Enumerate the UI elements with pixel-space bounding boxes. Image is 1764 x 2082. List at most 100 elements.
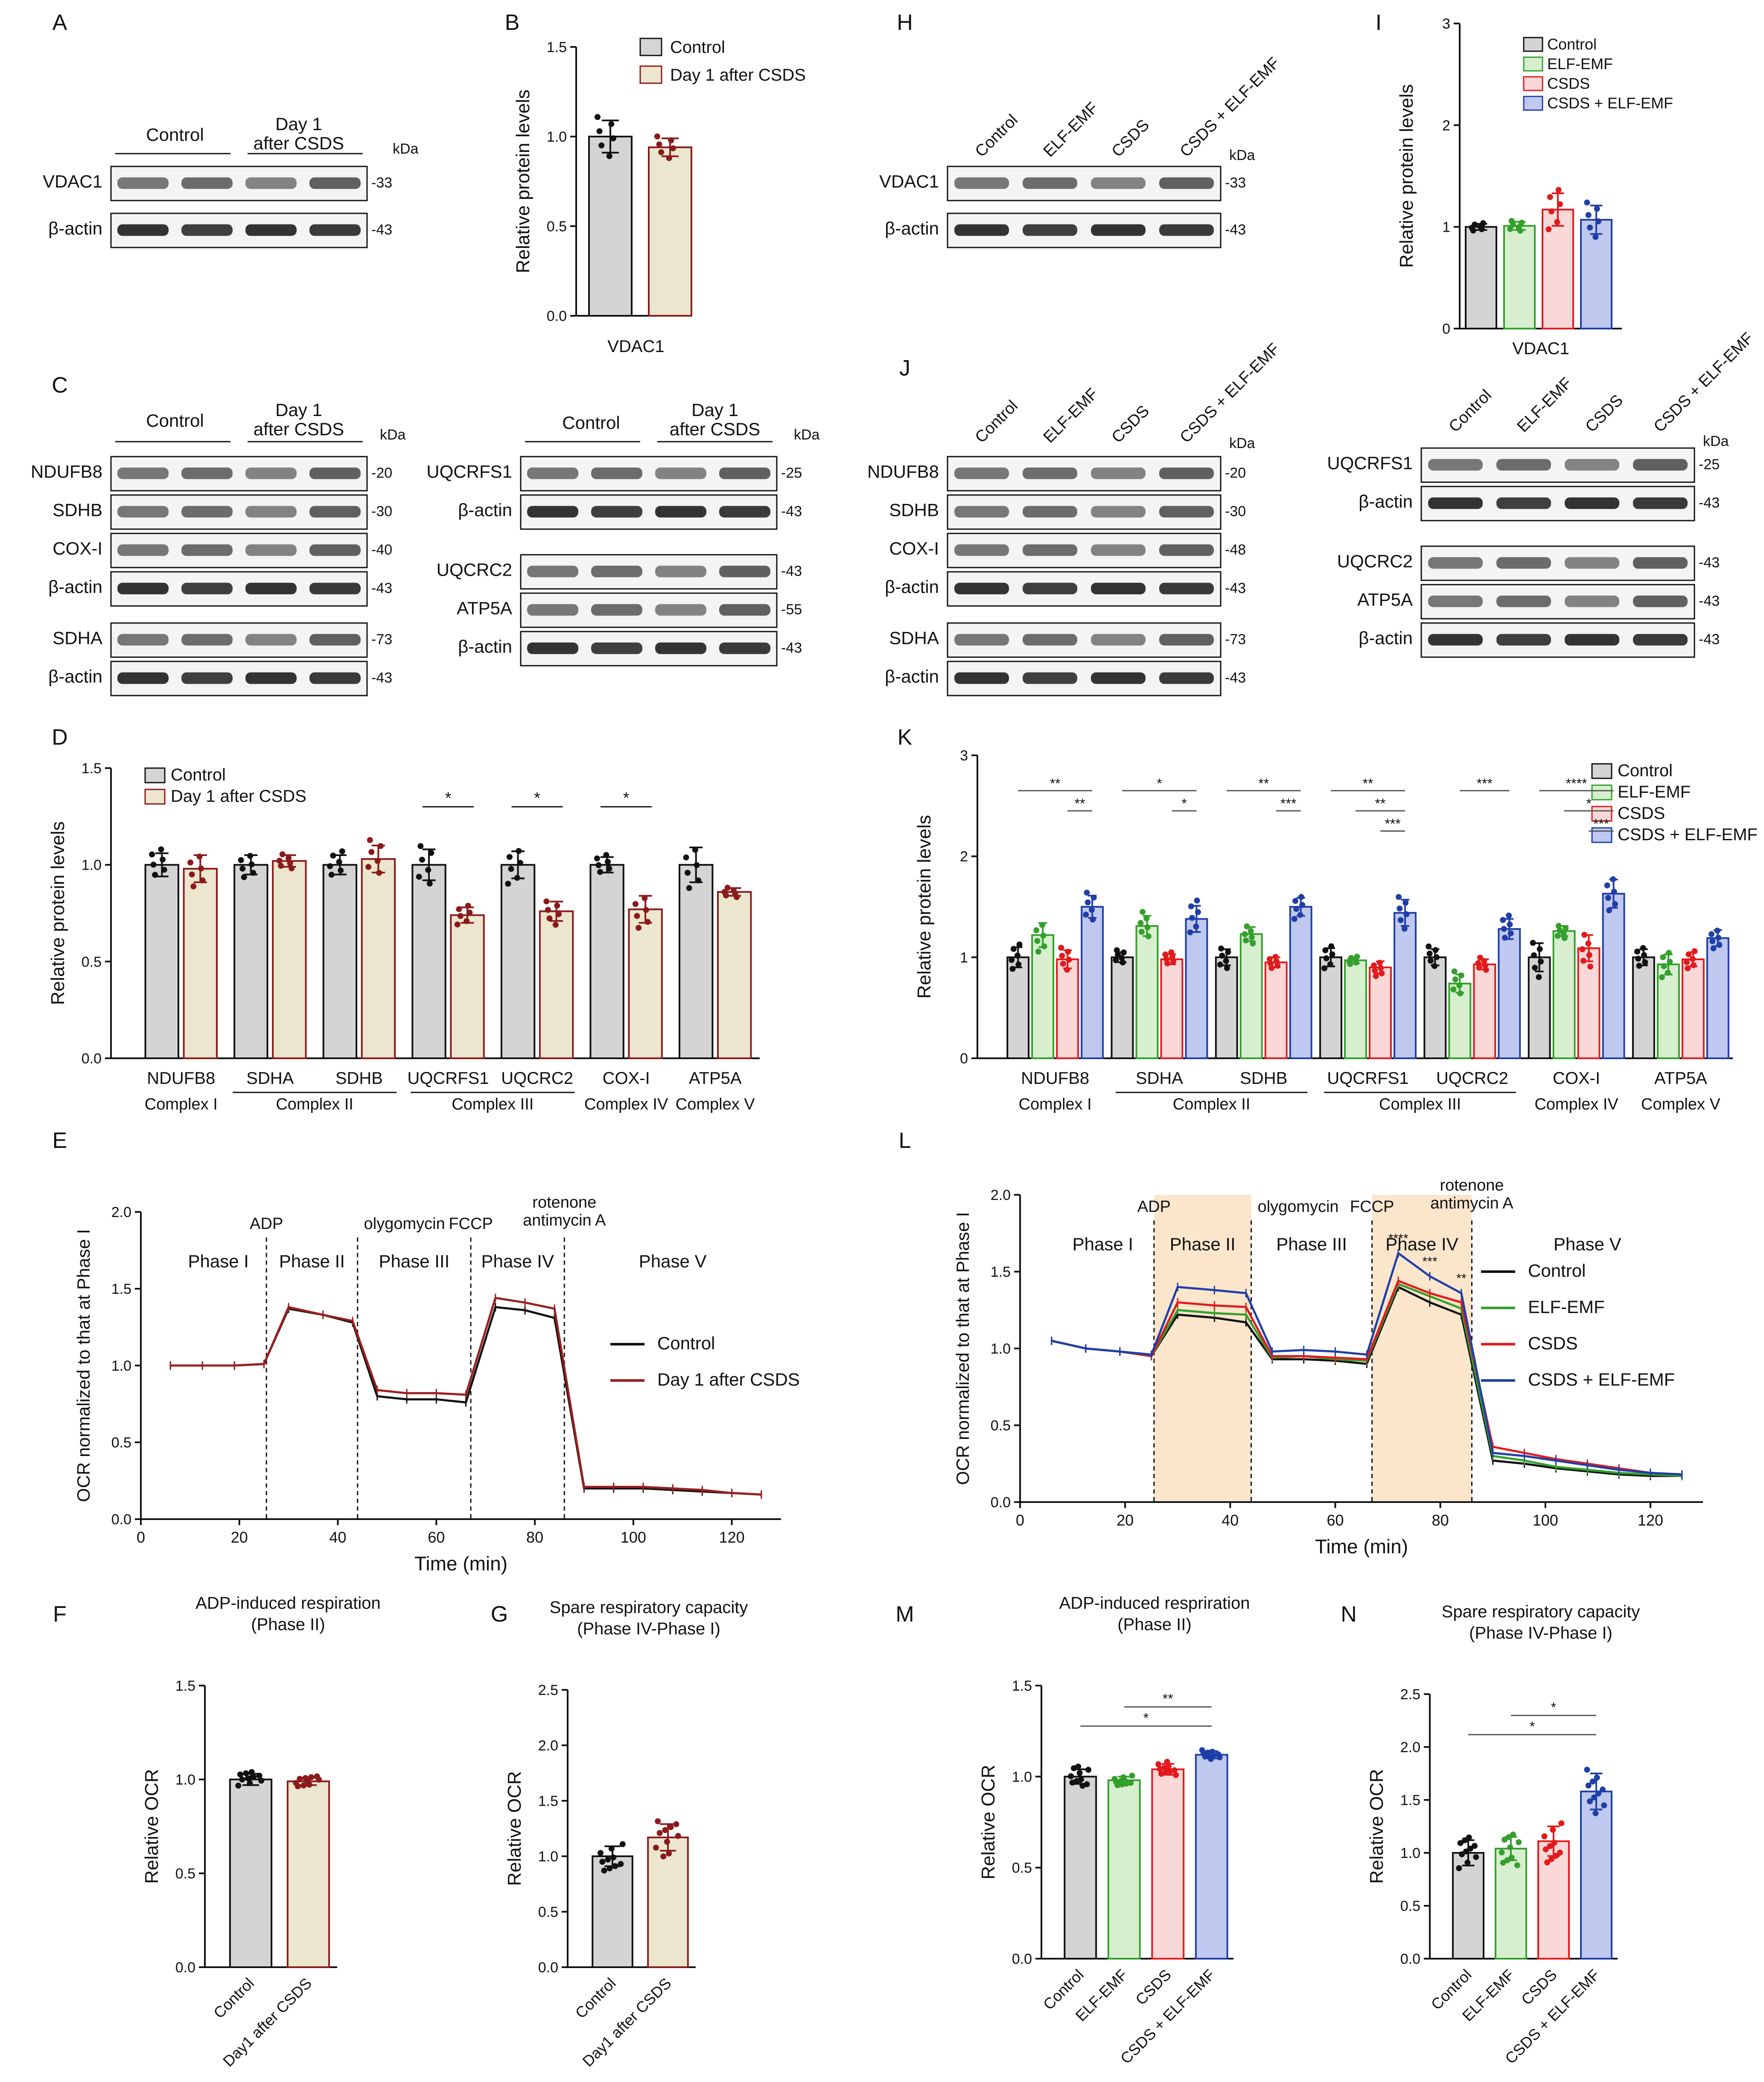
data-point — [247, 1780, 253, 1786]
data-point — [1463, 1848, 1470, 1855]
data-point — [1016, 941, 1023, 948]
data-point — [654, 133, 660, 140]
data-point — [314, 1773, 320, 1779]
data-point — [1667, 958, 1673, 965]
injection-label: antimycin A — [523, 1211, 606, 1229]
complex-label: Complex IV — [584, 1095, 668, 1113]
blot-h-row-band — [954, 177, 1009, 189]
data-point — [276, 857, 283, 864]
blot-j-left: NDUFB8 -20 SDHB -30 COX-I -48 β-actin -43 SDHA -7… — [867, 340, 1283, 696]
bar — [144, 864, 179, 1059]
data-point — [456, 906, 462, 912]
data-point — [1589, 1778, 1596, 1785]
data-point — [1551, 1840, 1557, 1846]
complex-label: Complex III — [452, 1095, 534, 1113]
bar — [679, 864, 714, 1059]
blot-protein-label: β-actin — [885, 218, 939, 239]
data-point — [694, 862, 700, 868]
blot-protein-label: UQCRFS1 — [426, 462, 512, 482]
blot-c-left: NDUFB8 -20 SDHB -30 COX-I -40 β-actin -43 SDHA -7… — [31, 400, 406, 696]
data-point — [1171, 1767, 1178, 1773]
data-point — [1457, 990, 1464, 996]
data-point — [675, 1833, 681, 1839]
data-point — [1217, 961, 1223, 968]
chart-subtitle: (Phase IV-Phase I) — [1469, 1624, 1612, 1642]
phase-shade — [1372, 1195, 1472, 1502]
data-point — [1376, 960, 1383, 966]
data-point — [599, 1858, 606, 1865]
data-point — [1499, 1849, 1505, 1856]
data-point — [545, 907, 551, 913]
chart-i: 0 1 2 3 Relative protein levels VDAC1 Control E… — [1396, 16, 1673, 358]
data-point — [1299, 902, 1306, 908]
data-point — [1504, 1857, 1510, 1864]
data-point — [1585, 940, 1592, 946]
y-tick-label: 1 — [1442, 219, 1450, 236]
data-point — [1090, 894, 1097, 901]
data-point — [664, 1839, 670, 1845]
injection-label: olygomycin — [1257, 1198, 1338, 1216]
panel-letter-e: E — [52, 1128, 67, 1153]
data-point — [160, 856, 166, 863]
y-tick-label: 1 — [960, 949, 968, 966]
bar — [361, 858, 396, 1059]
y-tick-label: 1.0 — [1012, 1769, 1032, 1785]
data-point — [1605, 895, 1611, 901]
data-point — [601, 1867, 607, 1874]
data-point — [293, 1780, 299, 1786]
data-point — [1550, 1826, 1556, 1833]
kda-value: -43 — [1225, 222, 1246, 238]
data-point — [1683, 959, 1690, 965]
bar — [1473, 963, 1496, 1059]
data-point — [1459, 1851, 1465, 1858]
blot-c-right-row-band — [655, 604, 706, 616]
y-axis-label: Relative OCR — [978, 1765, 999, 1880]
data-point — [1508, 218, 1515, 224]
data-point — [239, 1776, 245, 1782]
bar-1 — [648, 146, 692, 317]
bar — [1215, 956, 1238, 1059]
blot-j-left-row-band — [1023, 467, 1077, 479]
blot-h-row-band — [1091, 224, 1146, 236]
data-point — [1015, 961, 1022, 968]
complex-label: Complex III — [1379, 1095, 1461, 1113]
blot-protein-label: UQCRFS1 — [1327, 453, 1413, 473]
kda-value: -73 — [371, 632, 392, 648]
bar — [183, 868, 218, 1059]
data-point — [1581, 932, 1588, 938]
data-point — [597, 1850, 604, 1856]
data-point — [610, 1854, 617, 1861]
data-point — [1117, 1778, 1124, 1785]
phase-label: Phase IV — [481, 1251, 554, 1271]
blot-j-left-row-band — [954, 506, 1009, 518]
x-tick-label: SDHA — [1136, 1069, 1183, 1088]
legend-label: CSDS + ELF-EMF — [1618, 825, 1758, 844]
blot-a-row-band — [117, 224, 169, 236]
data-point — [1403, 911, 1410, 917]
bar-1 — [1503, 225, 1536, 329]
bar — [500, 864, 536, 1059]
bar — [1107, 1779, 1141, 1960]
data-point — [1560, 930, 1567, 937]
blot-c-right-row-band — [591, 467, 642, 479]
group-label: Day 1 — [275, 400, 322, 420]
data-point — [1219, 952, 1225, 959]
y-axis-label: Relative protein levels — [1396, 84, 1417, 268]
blot-c-left-row-band — [117, 634, 169, 646]
blot-c-right-row-band — [719, 565, 770, 577]
data-point — [555, 911, 562, 917]
injection-label: olygomycin — [364, 1215, 445, 1233]
data-point — [1242, 931, 1248, 938]
y-tick-label: 1.0 — [111, 1358, 131, 1374]
sig-label: ** — [1050, 776, 1061, 791]
data-point — [1555, 187, 1562, 193]
data-point — [464, 918, 470, 924]
blot-c-right-row-band — [527, 565, 578, 577]
blot-j-left-row-band — [954, 544, 1009, 556]
data-point — [1471, 1843, 1478, 1849]
data-point — [1009, 957, 1015, 963]
data-point — [367, 837, 373, 843]
data-point — [1225, 949, 1231, 955]
chart-subtitle: (Phase II) — [251, 1615, 325, 1634]
data-point — [1433, 954, 1440, 961]
